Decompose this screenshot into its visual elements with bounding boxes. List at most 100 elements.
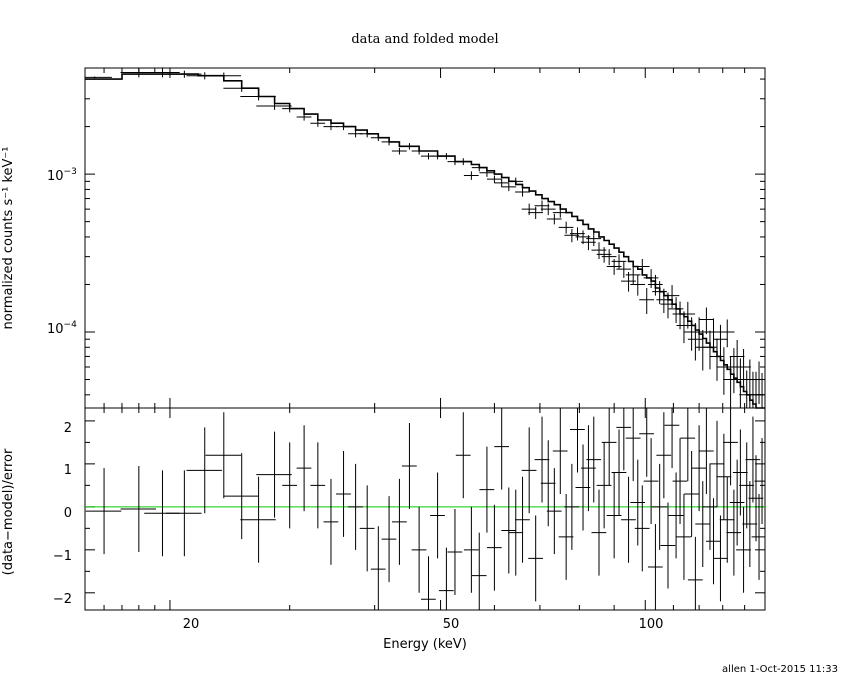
data-point bbox=[706, 318, 721, 350]
residual-point bbox=[723, 408, 738, 486]
data-point bbox=[709, 338, 725, 381]
top-y-axis-label: normalized counts s⁻¹ keV⁻¹ bbox=[1, 147, 16, 330]
bottom-y-tick-labels: 2 1 0 −1 −2 bbox=[53, 421, 72, 607]
residual-point bbox=[660, 502, 676, 589]
data-point bbox=[684, 317, 699, 351]
data-point bbox=[691, 317, 707, 351]
residual-point bbox=[570, 408, 585, 473]
residual-point bbox=[508, 489, 524, 576]
x-tick-label-100: 100 bbox=[639, 617, 664, 632]
y-tick-label-2: 2 bbox=[64, 421, 72, 436]
residual-point bbox=[282, 442, 297, 529]
data-point bbox=[438, 153, 454, 160]
data-point bbox=[601, 249, 617, 266]
residual-point bbox=[205, 412, 242, 499]
residual-point bbox=[634, 485, 650, 572]
residual-point bbox=[336, 450, 351, 537]
footer-timestamp: allen 1-Oct-2015 11:33 bbox=[722, 664, 838, 675]
data-point bbox=[736, 349, 751, 392]
residual-point bbox=[706, 498, 721, 585]
data-point bbox=[479, 168, 495, 177]
residual-point bbox=[564, 463, 580, 550]
residual-point bbox=[223, 453, 259, 540]
data-point bbox=[401, 143, 417, 150]
residual-point bbox=[668, 472, 684, 559]
residual-point bbox=[534, 416, 550, 503]
data-point bbox=[336, 123, 351, 131]
residual-point bbox=[606, 472, 622, 559]
residual-point bbox=[240, 476, 276, 563]
y-tick-label-1: 1 bbox=[64, 463, 72, 478]
data-point bbox=[611, 254, 627, 270]
folded-model-line bbox=[85, 73, 765, 409]
data-point bbox=[205, 72, 242, 80]
residual-point bbox=[702, 463, 718, 550]
residual-point bbox=[716, 433, 732, 520]
residual-point bbox=[639, 408, 655, 477]
data-point bbox=[501, 182, 517, 192]
residual-point bbox=[726, 489, 742, 576]
residual-point bbox=[712, 515, 728, 602]
residual-point bbox=[748, 455, 764, 542]
residual-point bbox=[540, 440, 556, 527]
data-point bbox=[528, 206, 543, 219]
residual-point bbox=[256, 431, 292, 518]
residual-point bbox=[421, 556, 436, 610]
data-point bbox=[471, 163, 487, 172]
data-points bbox=[85, 68, 765, 408]
residual-point bbox=[381, 496, 397, 583]
data-point bbox=[546, 213, 562, 225]
residual-point bbox=[348, 463, 363, 550]
x-tick-label-20: 20 bbox=[183, 617, 200, 632]
data-point bbox=[754, 372, 765, 408]
residual-point bbox=[166, 470, 202, 557]
residual-point bbox=[455, 412, 471, 499]
residual-point bbox=[672, 438, 688, 525]
residual-point bbox=[625, 408, 641, 482]
data-point bbox=[652, 281, 667, 305]
residual-point bbox=[695, 481, 711, 568]
data-point bbox=[639, 287, 655, 314]
residual-point bbox=[698, 408, 714, 494]
residual-point bbox=[687, 536, 703, 610]
chart-title: data and folded model bbox=[351, 32, 498, 47]
residual-point bbox=[680, 408, 696, 482]
data-point bbox=[739, 370, 755, 408]
data-point bbox=[558, 221, 574, 234]
y-tick-label-minus-1: −1 bbox=[53, 549, 72, 564]
residual-point bbox=[85, 468, 122, 555]
data-point bbox=[625, 266, 641, 285]
data-point bbox=[716, 347, 732, 395]
residual-point bbox=[652, 463, 667, 550]
data-point bbox=[296, 113, 312, 121]
data-point bbox=[660, 292, 676, 319]
data-point bbox=[144, 68, 180, 78]
residual-point bbox=[621, 476, 636, 563]
residual-point bbox=[754, 438, 765, 525]
data-point bbox=[515, 187, 530, 197]
data-point bbox=[310, 119, 326, 127]
residual-point bbox=[528, 515, 543, 602]
data-point bbox=[698, 307, 714, 335]
residual-point bbox=[471, 532, 487, 610]
residual-point bbox=[643, 438, 659, 525]
y-tick-label-minus-2: −2 bbox=[53, 592, 72, 607]
data-point bbox=[712, 324, 728, 358]
residual-point bbox=[611, 429, 627, 516]
residual-point bbox=[120, 466, 157, 552]
data-point bbox=[534, 200, 550, 212]
data-point bbox=[676, 311, 692, 344]
residual-point bbox=[736, 506, 751, 593]
data-point bbox=[455, 158, 471, 166]
residual-point bbox=[430, 472, 445, 559]
x-axis-label: Energy (keV) bbox=[383, 637, 467, 652]
data-point bbox=[282, 104, 297, 113]
residual-point bbox=[401, 423, 417, 509]
top-y-tick-labels: 10−3 10−4 bbox=[47, 167, 77, 337]
x-tick-label-50: 50 bbox=[443, 617, 460, 632]
residual-point bbox=[479, 446, 495, 533]
data-point bbox=[695, 329, 711, 371]
residual-point bbox=[739, 442, 755, 529]
residual-point bbox=[552, 408, 568, 494]
residual-point bbox=[310, 442, 326, 529]
